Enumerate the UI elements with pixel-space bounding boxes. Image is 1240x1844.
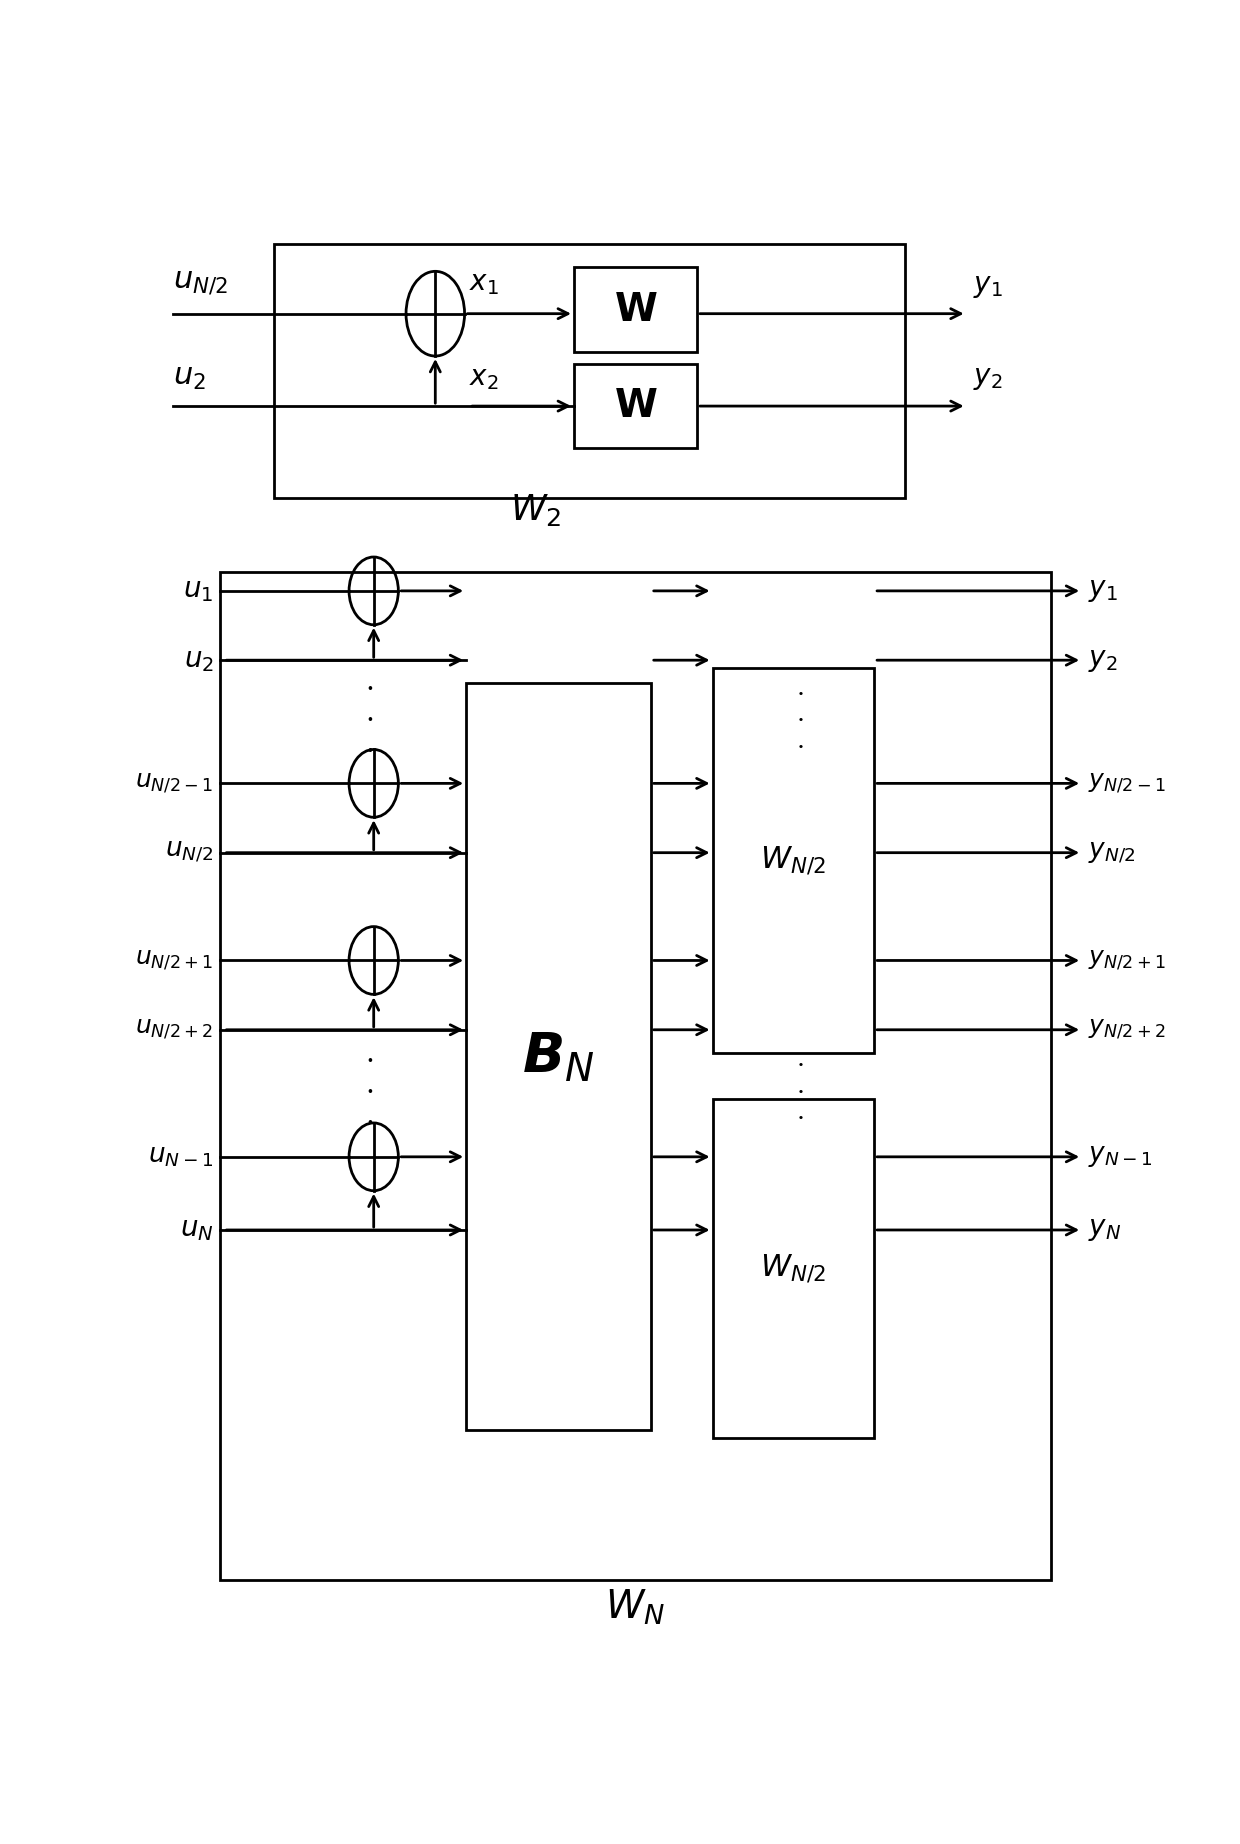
Bar [713, 668, 874, 1053]
Text: $y_{N/2}$: $y_{N/2}$ [1089, 841, 1136, 865]
Text: $u_{N/2+1}$: $u_{N/2+1}$ [135, 950, 213, 972]
Text: $W_{N/2}$: $W_{N/2}$ [760, 845, 826, 876]
Text: $\boldsymbol{B}_N$: $\boldsymbol{B}_N$ [522, 1029, 595, 1084]
Text: $x_2$: $x_2$ [469, 365, 498, 393]
Text: $u_{N/2}$: $u_{N/2}$ [174, 266, 228, 297]
Text: ·
·
·: · · · [797, 1055, 805, 1132]
Text: $W_N$: $W_N$ [605, 1588, 666, 1626]
Bar [574, 363, 697, 448]
Text: $u_1$: $u_1$ [184, 577, 213, 605]
Text: $u_{N-1}$: $u_{N-1}$ [149, 1145, 213, 1169]
Text: $y_{N/2-1}$: $y_{N/2-1}$ [1089, 773, 1166, 795]
Text: $u_N$: $u_N$ [180, 1217, 213, 1243]
Text: $x_1$: $x_1$ [469, 269, 498, 297]
Text: $W_{N/2}$: $W_{N/2}$ [760, 1252, 826, 1285]
Text: $y_2$: $y_2$ [1089, 647, 1117, 673]
Text: $y_{N-1}$: $y_{N-1}$ [1089, 1145, 1153, 1169]
Text: $W_2$: $W_2$ [510, 492, 560, 527]
Bar [713, 1099, 874, 1438]
Bar [274, 245, 905, 498]
Text: $u_{N/2}$: $u_{N/2}$ [165, 841, 213, 865]
Text: $y_{N/2+1}$: $y_{N/2+1}$ [1089, 950, 1166, 972]
Bar [574, 267, 697, 352]
Text: $u_{N/2-1}$: $u_{N/2-1}$ [135, 773, 213, 795]
Bar [466, 684, 651, 1431]
Text: $y_1$: $y_1$ [972, 273, 1002, 301]
Text: $\mathbf{W}$: $\mathbf{W}$ [614, 387, 657, 426]
Text: ·
·
·: · · · [366, 677, 374, 767]
Text: ·
·
·: · · · [366, 1049, 374, 1138]
Text: ·
·
·: · · · [797, 684, 805, 760]
Text: $u_2$: $u_2$ [184, 647, 213, 673]
Text: $u_2$: $u_2$ [174, 361, 206, 393]
Text: $y_2$: $y_2$ [972, 365, 1002, 393]
Text: $y_N$: $y_N$ [1089, 1217, 1121, 1243]
Bar [219, 572, 1052, 1580]
Text: $u_{N/2+2}$: $u_{N/2+2}$ [135, 1018, 213, 1042]
Text: $y_{N/2+2}$: $y_{N/2+2}$ [1089, 1018, 1166, 1042]
Text: $\mathbf{W}$: $\mathbf{W}$ [614, 291, 657, 328]
Text: $y_1$: $y_1$ [1089, 577, 1118, 605]
